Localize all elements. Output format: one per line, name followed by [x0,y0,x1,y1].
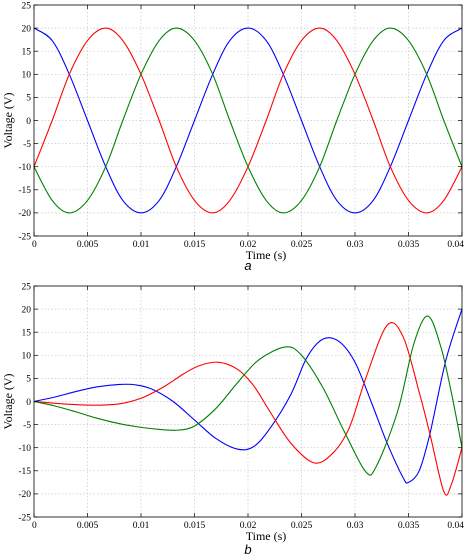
y-tick-label: -10 [18,444,31,454]
y-tick-label: 15 [22,48,32,58]
panel-b-chart: 0 0.005 0.01 0.015 0.02 0.025 0.03 0.035 0.04 -25… [1,282,464,543]
y-tick-label: -25 [18,232,31,242]
x-tick-label: 0.025 [291,240,313,250]
x-tick-label: 0.03 [347,240,364,250]
y-tick-label: 5 [26,375,31,385]
series-line-1 [33,308,463,484]
x-tick-label: 0.03 [347,521,364,531]
y-tick-label: 20 [22,24,32,34]
series-line-3 [33,27,463,214]
panel-b-caption: b [244,542,251,557]
x-tick-label: 0.02 [240,240,257,250]
y-tick-label: -5 [23,140,31,150]
series-line-3 [33,315,463,476]
y-tick-label: -10 [18,163,31,173]
y-tick-label: 15 [22,329,32,339]
y-tick-label: -15 [18,186,31,196]
x-tick-label: 0.04 [447,240,464,250]
x-tick-label: 0.035 [398,240,420,250]
y-tick-label: -25 [18,513,31,523]
x-axis-label: Time (s) [246,529,287,543]
y-axis-label: Voltage (V) [1,92,15,148]
series-line-2 [33,322,463,496]
x-tick-label: 0.015 [184,240,206,250]
y-tick-label: 25 [22,1,32,11]
x-tick-label: 0.01 [133,240,150,250]
y-tick-label: 10 [22,352,32,362]
x-tick-label: 0.02 [240,521,257,531]
y-axis-label: Voltage (V) [1,373,15,429]
x-tick-label: 0.04 [447,521,464,531]
x-tick-label: 0.035 [398,521,420,531]
x-tick-label: 0.025 [291,521,313,531]
x-tick-label: 0 [32,240,37,250]
y-tick-label: 0 [26,117,31,127]
panel-a-caption: a [244,258,251,273]
x-tick-label: 0.015 [184,521,206,531]
y-tick-label: -5 [23,421,31,431]
y-tick-label: -20 [18,209,31,219]
x-tick-label: 0.005 [77,521,99,531]
x-axis-label: Time (s) [246,248,287,262]
y-tick-label: 0 [26,398,31,408]
y-tick-label: -15 [18,467,31,477]
y-tick-label: 25 [22,282,32,292]
y-tick-label: 5 [26,94,31,104]
panel-a-chart: 0 0.005 0.01 0.015 0.02 0.025 0.03 0.035 0.04 -25… [1,1,464,262]
y-tick-label: -20 [18,490,31,500]
x-tick-label: 0.005 [77,240,99,250]
y-tick-label: 10 [22,71,32,81]
x-tick-label: 0.01 [133,521,150,531]
y-tick-label: 20 [22,305,32,315]
x-tick-label: 0 [32,521,37,531]
